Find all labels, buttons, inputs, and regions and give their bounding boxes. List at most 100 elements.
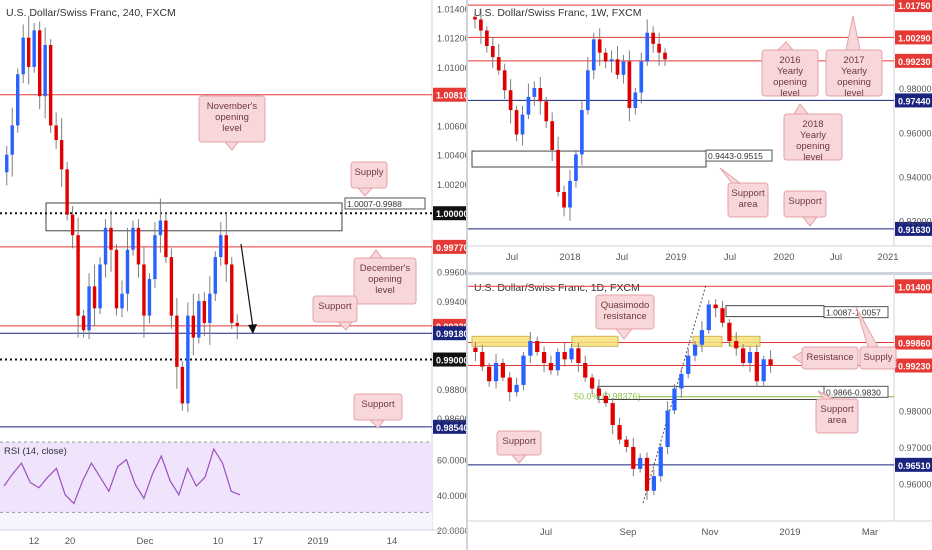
- note-2017-pointer: [845, 15, 861, 51]
- note-supply-pointer: [356, 187, 374, 197]
- candle-body: [589, 377, 595, 389]
- candle-body: [480, 352, 485, 367]
- vertical-divider[interactable]: [466, 0, 468, 550]
- candle-body: [663, 52, 667, 60]
- note-resistance-pointer: [792, 351, 803, 364]
- note-december-box: [353, 257, 417, 305]
- price-tag: 1.00810: [436, 91, 466, 101]
- note-november: opening: [215, 112, 249, 123]
- note-support-1-box: [312, 295, 358, 323]
- price-tag-bg: [895, 30, 932, 45]
- h4-chart[interactable]: U.S. Dollar/Swiss Franc, 240, FXCM 1.0081…: [0, 0, 466, 550]
- zone-label-box: [705, 149, 773, 162]
- y-tick-label: 0.94000: [899, 173, 932, 183]
- supply-zone: [45, 202, 343, 232]
- x-tick-label: 20: [65, 536, 76, 547]
- price-tag-bg: [433, 206, 466, 221]
- note-supply: Supply: [354, 167, 383, 178]
- candle-body: [610, 403, 615, 426]
- candle-body: [514, 384, 519, 393]
- price-tag-bg: [895, 335, 932, 350]
- d1-chart-panel[interactable]: U.S. Dollar/Swiss Franc, 1D, FXCM 1.01400…: [468, 275, 932, 550]
- candle-body: [479, 19, 483, 31]
- x-tick-label: 10: [213, 536, 224, 547]
- candle-body: [645, 32, 650, 62]
- candle-body: [43, 44, 47, 97]
- note-december: December's: [360, 263, 411, 274]
- note-support: Support: [502, 436, 536, 447]
- note-support-pointer: [801, 216, 819, 227]
- candle-body: [103, 227, 108, 265]
- price-tag-bg: [895, 0, 932, 13]
- x-tick-label: Nov: [702, 527, 719, 538]
- candle-body: [164, 220, 168, 258]
- candle-body: [541, 352, 547, 363]
- candle-body: [768, 359, 773, 366]
- w1-chart[interactable]: U.S. Dollar/Swiss Franc, 1W, FXCM 1.01750…: [468, 0, 932, 272]
- candle-body: [556, 149, 560, 192]
- candle-body: [638, 457, 643, 469]
- rsi-tick-label: 40.0000: [437, 491, 466, 501]
- d1-chart[interactable]: U.S. Dollar/Swiss Franc, 1D, FXCM 1.01400…: [468, 275, 932, 550]
- candle-body: [219, 235, 223, 258]
- candle-body: [186, 315, 190, 404]
- price-tag: 0.99180: [436, 329, 466, 339]
- candle-body: [699, 330, 705, 345]
- candle-body: [603, 52, 608, 62]
- candle-body: [142, 264, 146, 316]
- candle-body: [208, 293, 212, 323]
- candle-body: [92, 286, 97, 309]
- horizontal-divider[interactable]: [468, 272, 932, 275]
- candle-body: [202, 301, 207, 323]
- note-2017: 2017: [843, 55, 864, 66]
- note-december: level: [375, 285, 395, 296]
- candle-body: [633, 92, 638, 108]
- candle-body: [651, 32, 655, 44]
- price-tag: 0.99230: [898, 57, 931, 67]
- y-tick-label: 0.98000: [899, 406, 932, 416]
- price-tag-bg: [433, 326, 466, 341]
- y-tick-label: 1.00400: [437, 151, 466, 161]
- candle-body: [70, 214, 75, 236]
- price-tag-bg: [895, 93, 932, 108]
- price-tag-bg: [433, 87, 466, 102]
- candle-body: [569, 348, 574, 360]
- candle-body: [747, 352, 753, 363]
- x-tick-label: 14: [387, 536, 398, 547]
- candle-body: [153, 235, 157, 280]
- candle-body: [98, 264, 102, 309]
- candle-body: [21, 37, 25, 75]
- price-tag: 0.99770: [436, 243, 466, 253]
- note-support-area: Support: [731, 188, 765, 199]
- candle-body: [740, 348, 746, 363]
- candle-body: [213, 257, 218, 294]
- note-2017: opening: [837, 77, 871, 88]
- note-support-1-pointer: [336, 321, 353, 331]
- price-tag-bg: [895, 53, 932, 68]
- w1-chart-panel[interactable]: U.S. Dollar/Swiss Franc, 1W, FXCM 1.01750…: [468, 0, 932, 272]
- supply-zone: [725, 305, 825, 318]
- h4-chart-panel[interactable]: U.S. Dollar/Swiss Franc, 240, FXCM 1.0081…: [0, 0, 466, 550]
- candle-body: [487, 366, 492, 382]
- candle-body: [114, 249, 119, 309]
- candle-body: [562, 352, 567, 360]
- x-tick-label: Dec: [137, 536, 154, 547]
- arrow-head: [248, 324, 257, 334]
- x-tick-label: 2019: [779, 527, 800, 538]
- x-tick-label: Sep: [620, 527, 637, 538]
- candle-body: [713, 304, 718, 309]
- candle-body: [761, 359, 766, 382]
- candle-body: [48, 44, 53, 126]
- y-tick-label: 0.96000: [899, 479, 932, 489]
- rsi-title: RSI (14, close): [4, 446, 67, 457]
- highlight-zone: [692, 335, 723, 347]
- price-tag-bg: [433, 239, 466, 254]
- candle-body: [631, 446, 636, 469]
- zone-label-box: [823, 306, 889, 319]
- note-support-area-box: [815, 398, 859, 434]
- price-tag-bg: [433, 352, 466, 367]
- candle-body: [496, 57, 501, 71]
- note-november: level: [222, 123, 242, 134]
